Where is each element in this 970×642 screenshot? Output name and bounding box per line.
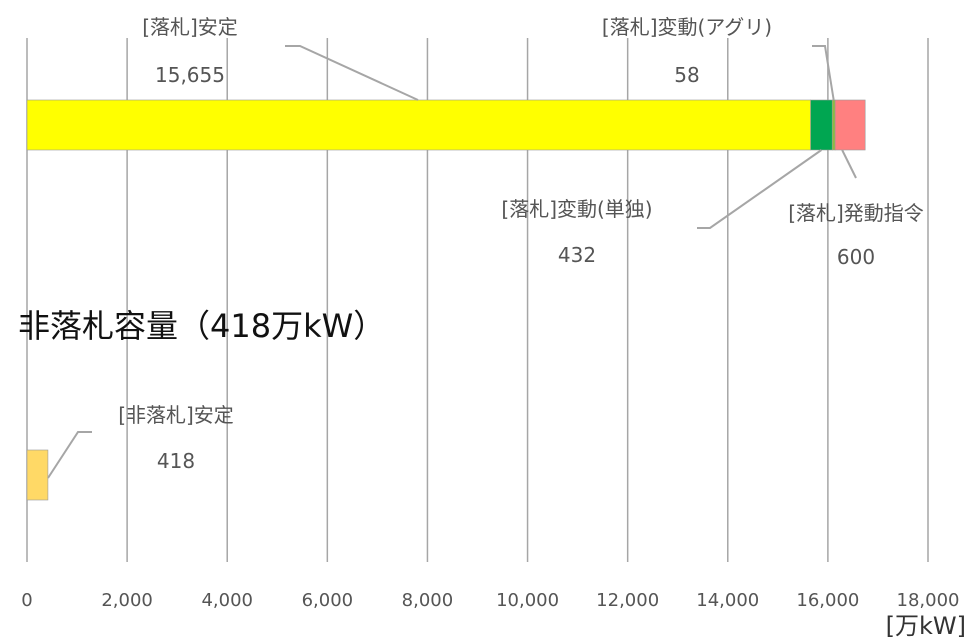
x-tick-label: 4,000 — [201, 590, 253, 611]
leader-line — [841, 149, 857, 179]
data-value-label: 432 — [558, 243, 596, 267]
x-tick-label: 2,000 — [101, 590, 153, 611]
leader-line — [697, 149, 823, 229]
leader-lines — [47, 45, 857, 479]
data-value-label: 15,655 — [155, 63, 225, 87]
x-tick-label: 18,000 — [897, 590, 960, 611]
x-axis-ticks: 0 2,000 4,000 6,000 8,000 10,000 12,000 14,000 1… — [21, 590, 959, 611]
series-name-label: [落札]発動指令 — [788, 201, 924, 225]
x-axis-unit: [万kW] — [886, 612, 966, 640]
data-value-label: 418 — [157, 449, 195, 473]
x-tick-label: 0 — [21, 590, 32, 611]
bars — [26, 99, 866, 501]
bar-segment — [26, 449, 49, 501]
leader-line — [47, 431, 92, 479]
x-tick-label: 10,000 — [496, 590, 559, 611]
data-value-label: 58 — [674, 63, 699, 87]
series-name-label: [落札]変動(アグリ) — [602, 15, 772, 39]
leader-line — [812, 45, 835, 101]
bar-segment — [810, 99, 833, 151]
bar-segment — [831, 99, 836, 151]
x-tick-label: 12,000 — [596, 590, 659, 611]
x-tick-label: 8,000 — [402, 590, 454, 611]
data-labels: [落札]安定 15,655 [落札]変動(単独) 432 [落札]変動(アグリ) 58 [落… — [118, 15, 924, 473]
data-value-label: 600 — [837, 245, 875, 269]
bar-segment — [26, 99, 811, 151]
series-name-label: [落札]変動(単独) — [501, 197, 652, 221]
series-name-label: [落札]安定 — [142, 15, 238, 39]
x-tick-label: 16,000 — [796, 590, 859, 611]
subtitle-non-awarded: 非落札容量（418万kW） — [18, 307, 385, 345]
leader-line — [285, 45, 419, 101]
x-tick-label: 6,000 — [302, 590, 354, 611]
x-tick-label: 14,000 — [696, 590, 759, 611]
bar-segment — [834, 99, 866, 151]
series-name-label: [非落札]安定 — [118, 403, 234, 427]
